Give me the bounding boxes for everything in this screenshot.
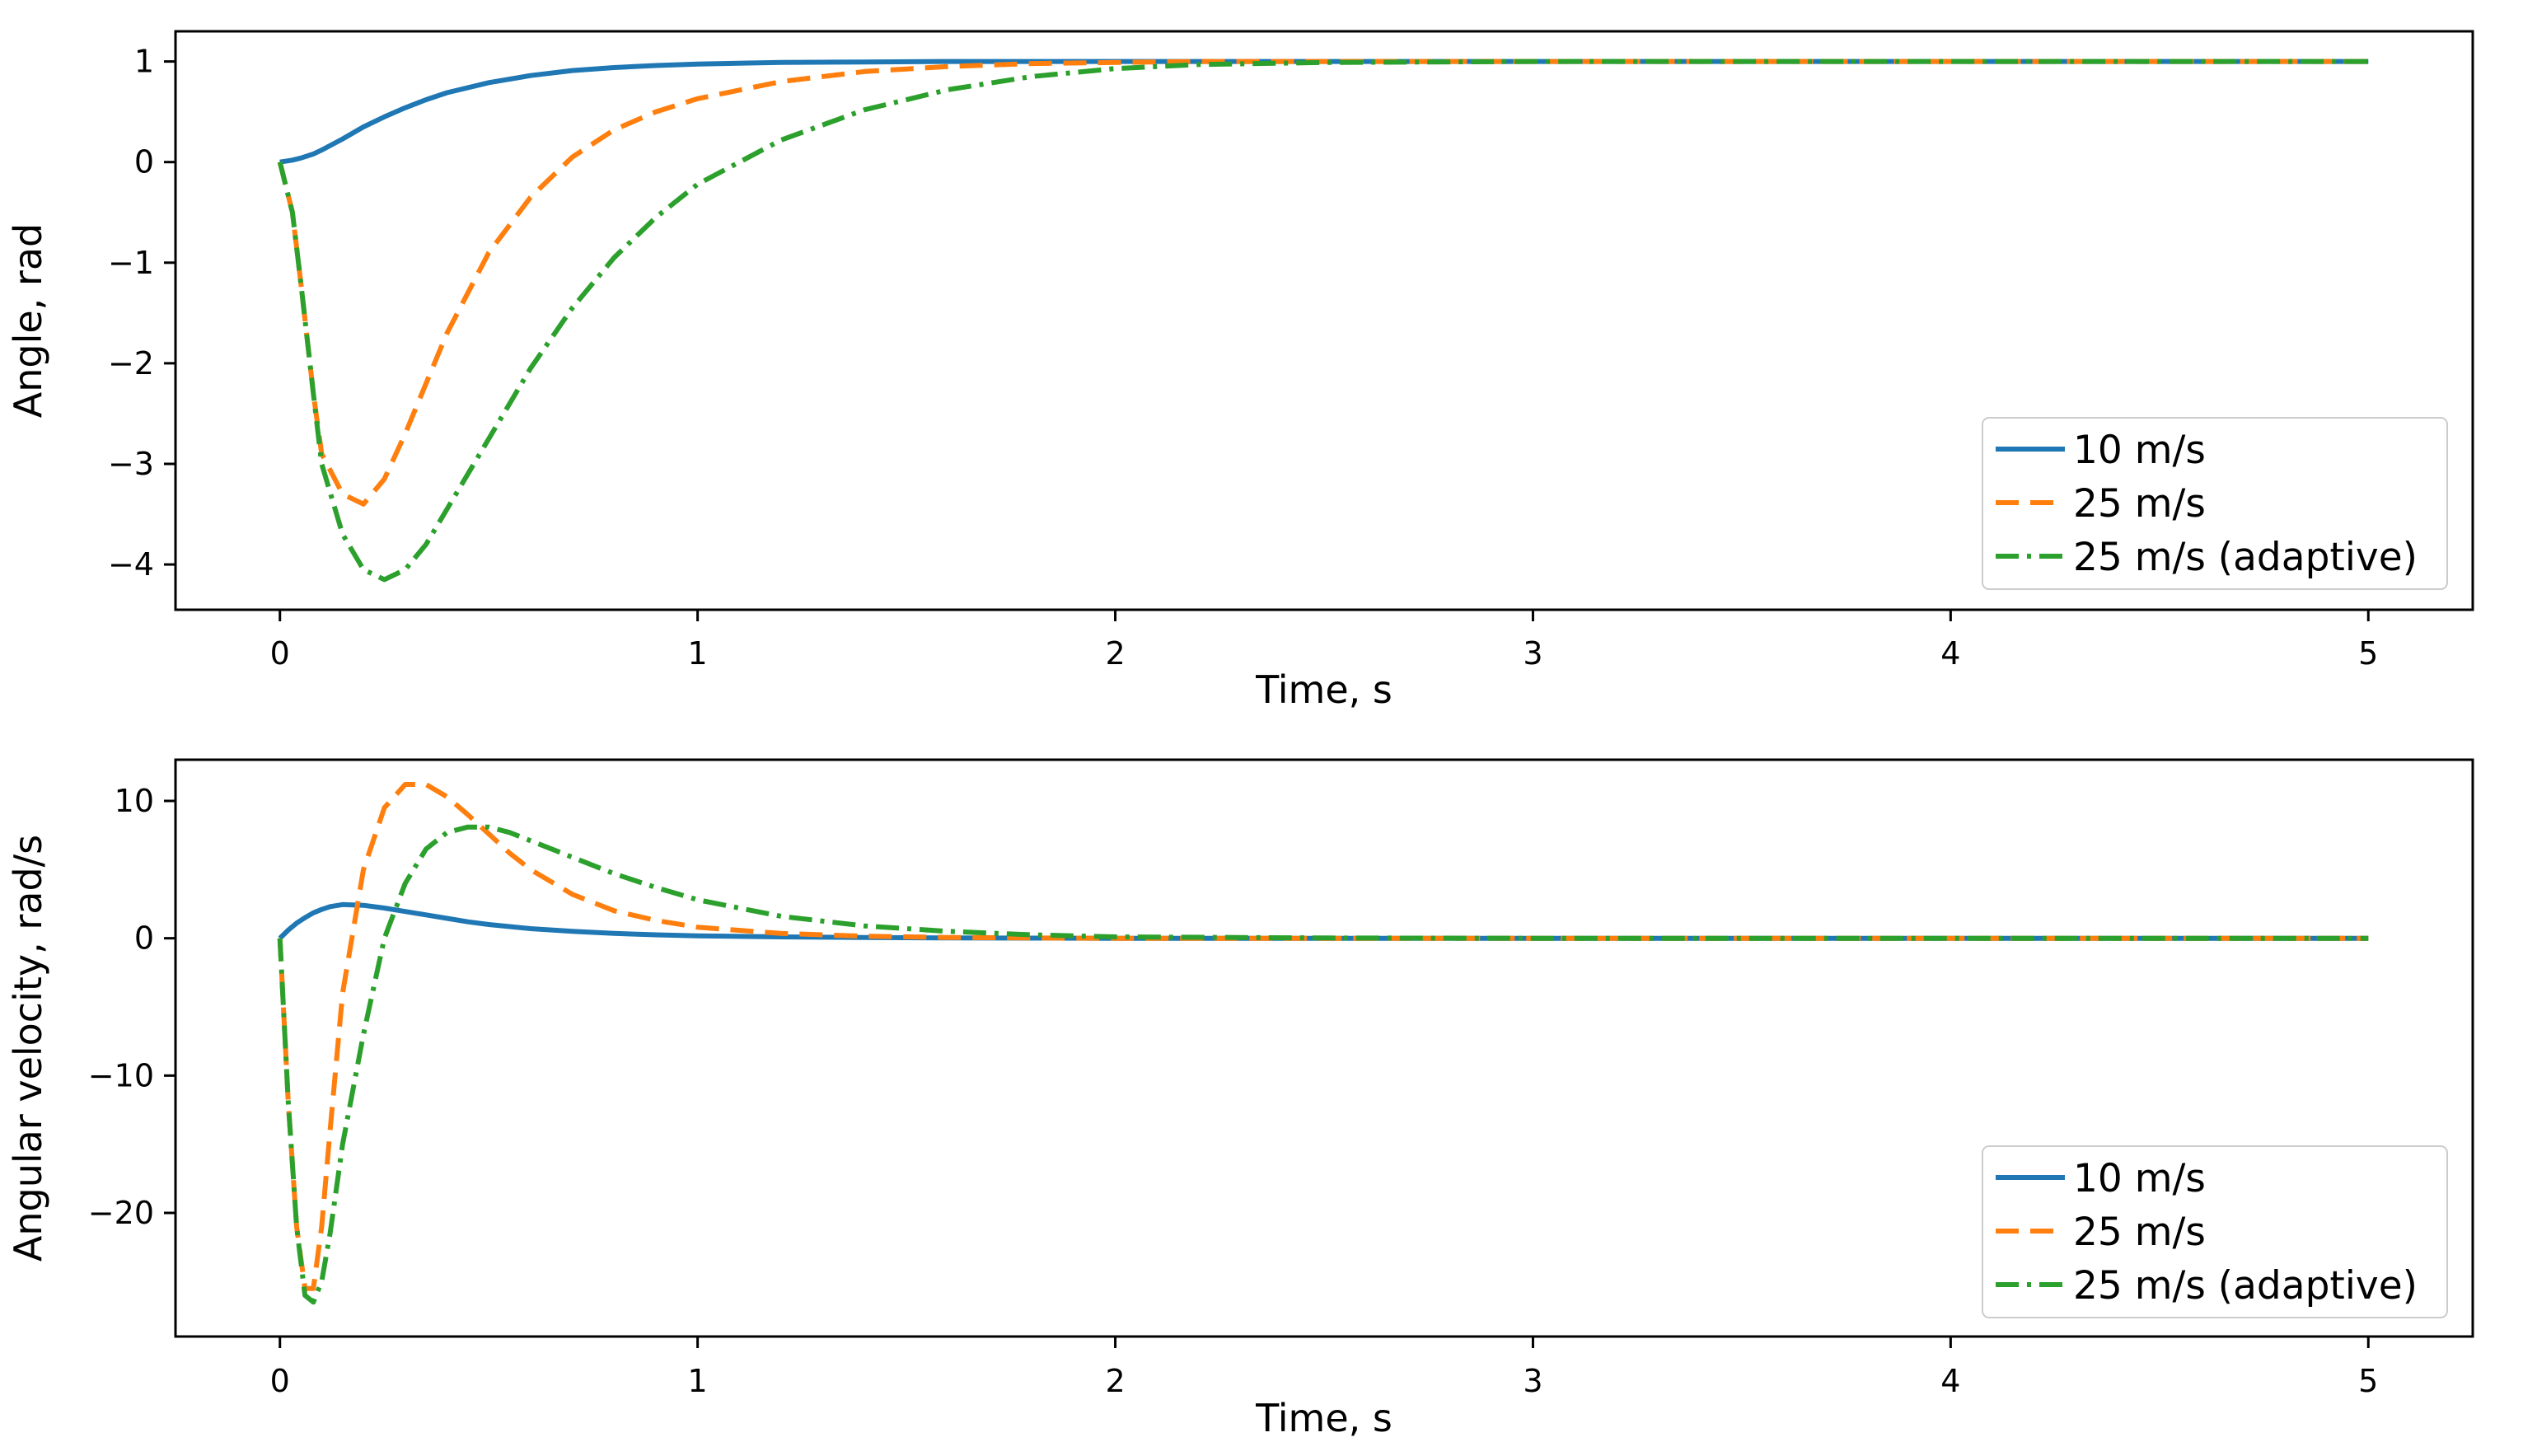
legend-label-1: 10 m/s bbox=[2073, 428, 2206, 473]
x-tick-label: 5 bbox=[2358, 635, 2378, 672]
x-tick-label: 2 bbox=[1105, 635, 1125, 672]
x-tick-label: 0 bbox=[270, 1363, 290, 1399]
x-tick-label: 4 bbox=[1940, 635, 1960, 672]
x-tick-label: 4 bbox=[1940, 1363, 1960, 1399]
chart-panel-1: 0 1 2 3 4 5 1 0 −1 −2 −3 −4 Time, s Angle, rad 10 m/s 2… bbox=[6, 30, 2474, 712]
series-line-3 bbox=[277, 59, 2369, 583]
y-axis-label: Angle, rad bbox=[6, 223, 50, 418]
legend-label-2: 25 m/s bbox=[2073, 481, 2206, 527]
y-axis-label: Angular velocity, rad/s bbox=[6, 835, 50, 1262]
y-tick-label: 0 bbox=[134, 920, 154, 957]
legend-box bbox=[1982, 417, 2448, 590]
chart-panel-2: 0 1 2 3 4 5 10 0 −10 −20 Time, s Angular velocity, … bbox=[6, 758, 2474, 1440]
series-group bbox=[277, 59, 2369, 583]
legend: 10 m/s 25 m/s 25 m/s (adaptive) bbox=[1982, 1145, 2448, 1318]
y-tick-label: −10 bbox=[88, 1057, 154, 1093]
y-tick-label: −2 bbox=[108, 345, 154, 382]
x-tick-label: 1 bbox=[688, 635, 708, 672]
x-tick-label: 2 bbox=[1105, 1363, 1125, 1399]
legend: 10 m/s 25 m/s 25 m/s (adaptive) bbox=[1982, 417, 2448, 590]
series-line-3 bbox=[277, 824, 2369, 1305]
x-tick-label: 5 bbox=[2358, 1363, 2378, 1399]
x-tick-label: 3 bbox=[1523, 1363, 1542, 1399]
y-tick-label: −20 bbox=[88, 1195, 154, 1231]
series-line-1 bbox=[279, 59, 2369, 165]
x-tick-label: 0 bbox=[270, 635, 290, 672]
x-axis-label: Time, s bbox=[1255, 667, 1393, 712]
legend-label-1: 10 m/s bbox=[2073, 1156, 2206, 1201]
legend-label-3: 25 m/s (adaptive) bbox=[2073, 535, 2418, 580]
x-axis-label: Time, s bbox=[1255, 1396, 1393, 1440]
legend-label-3: 25 m/s (adaptive) bbox=[2073, 1263, 2418, 1309]
x-tick-label: 3 bbox=[1523, 635, 1542, 672]
y-tick-label: 0 bbox=[134, 144, 154, 180]
y-tick-label: −1 bbox=[108, 245, 154, 281]
plot-frame bbox=[174, 758, 2474, 1338]
series-group bbox=[277, 782, 2369, 1305]
plot-frame bbox=[174, 30, 2474, 611]
y-tick-label: 10 bbox=[115, 783, 154, 819]
y-tick-label: −3 bbox=[108, 446, 154, 482]
y-tick-label: −4 bbox=[108, 546, 154, 583]
series-line-2 bbox=[277, 782, 2369, 1291]
series-line-1 bbox=[278, 901, 2369, 941]
y-tick-label: 1 bbox=[134, 44, 154, 80]
legend-label-2: 25 m/s bbox=[2073, 1210, 2206, 1255]
legend-box bbox=[1982, 1145, 2448, 1318]
x-tick-label: 1 bbox=[688, 1363, 708, 1399]
